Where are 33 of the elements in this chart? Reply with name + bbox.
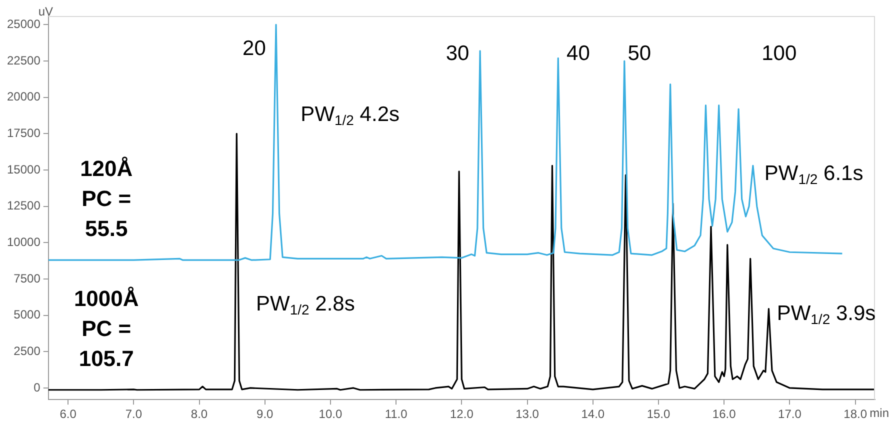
annotation: 40 — [566, 42, 590, 66]
series-label: 120Å PC = 55.5 — [80, 156, 133, 242]
y-tick-label: 10000 — [6, 234, 41, 249]
y-tick-label: 25000 — [6, 17, 41, 32]
annotation: 100 — [762, 42, 797, 66]
annotation: 30 — [446, 42, 470, 66]
x-tick-label: 14.0 — [581, 407, 605, 422]
y-axis-title: uV — [38, 4, 54, 18]
y-tick-label: 0 — [34, 380, 41, 394]
x-tick-label: 11.0 — [384, 407, 408, 422]
x-tick-label: 15.0 — [646, 407, 671, 422]
x-tick-label: 7.0 — [125, 407, 142, 422]
x-tick-label: 10.0 — [318, 407, 342, 422]
y-tick-label: 12500 — [6, 198, 41, 213]
x-tick-label: 8.0 — [190, 407, 208, 422]
y-tick-label: 5000 — [14, 308, 41, 322]
annotation: 20 — [242, 37, 266, 60]
x-tick-label: 12.0 — [450, 407, 474, 422]
y-tick-label: 22500 — [6, 53, 41, 68]
x-axis-title: min — [870, 406, 889, 420]
y-tick-label: 20000 — [6, 90, 41, 104]
x-tick-label: 16.0 — [712, 407, 736, 422]
x-tick-label: 17.0 — [778, 407, 802, 422]
y-tick-label: 2500 — [14, 344, 41, 358]
y-tick-label: 17500 — [6, 126, 41, 140]
y-tick-label: 7500 — [14, 271, 41, 286]
y-tick-label: 15000 — [6, 162, 41, 176]
x-tick-label: 9.0 — [256, 407, 274, 422]
series-label: 1000Å PC = 105.7 — [74, 286, 139, 371]
annotation: 50 — [628, 42, 652, 66]
x-tick-label: 13.0 — [516, 407, 540, 422]
x-tick-label: 6.0 — [60, 407, 77, 422]
x-tick-label: 18.0 — [844, 407, 868, 422]
